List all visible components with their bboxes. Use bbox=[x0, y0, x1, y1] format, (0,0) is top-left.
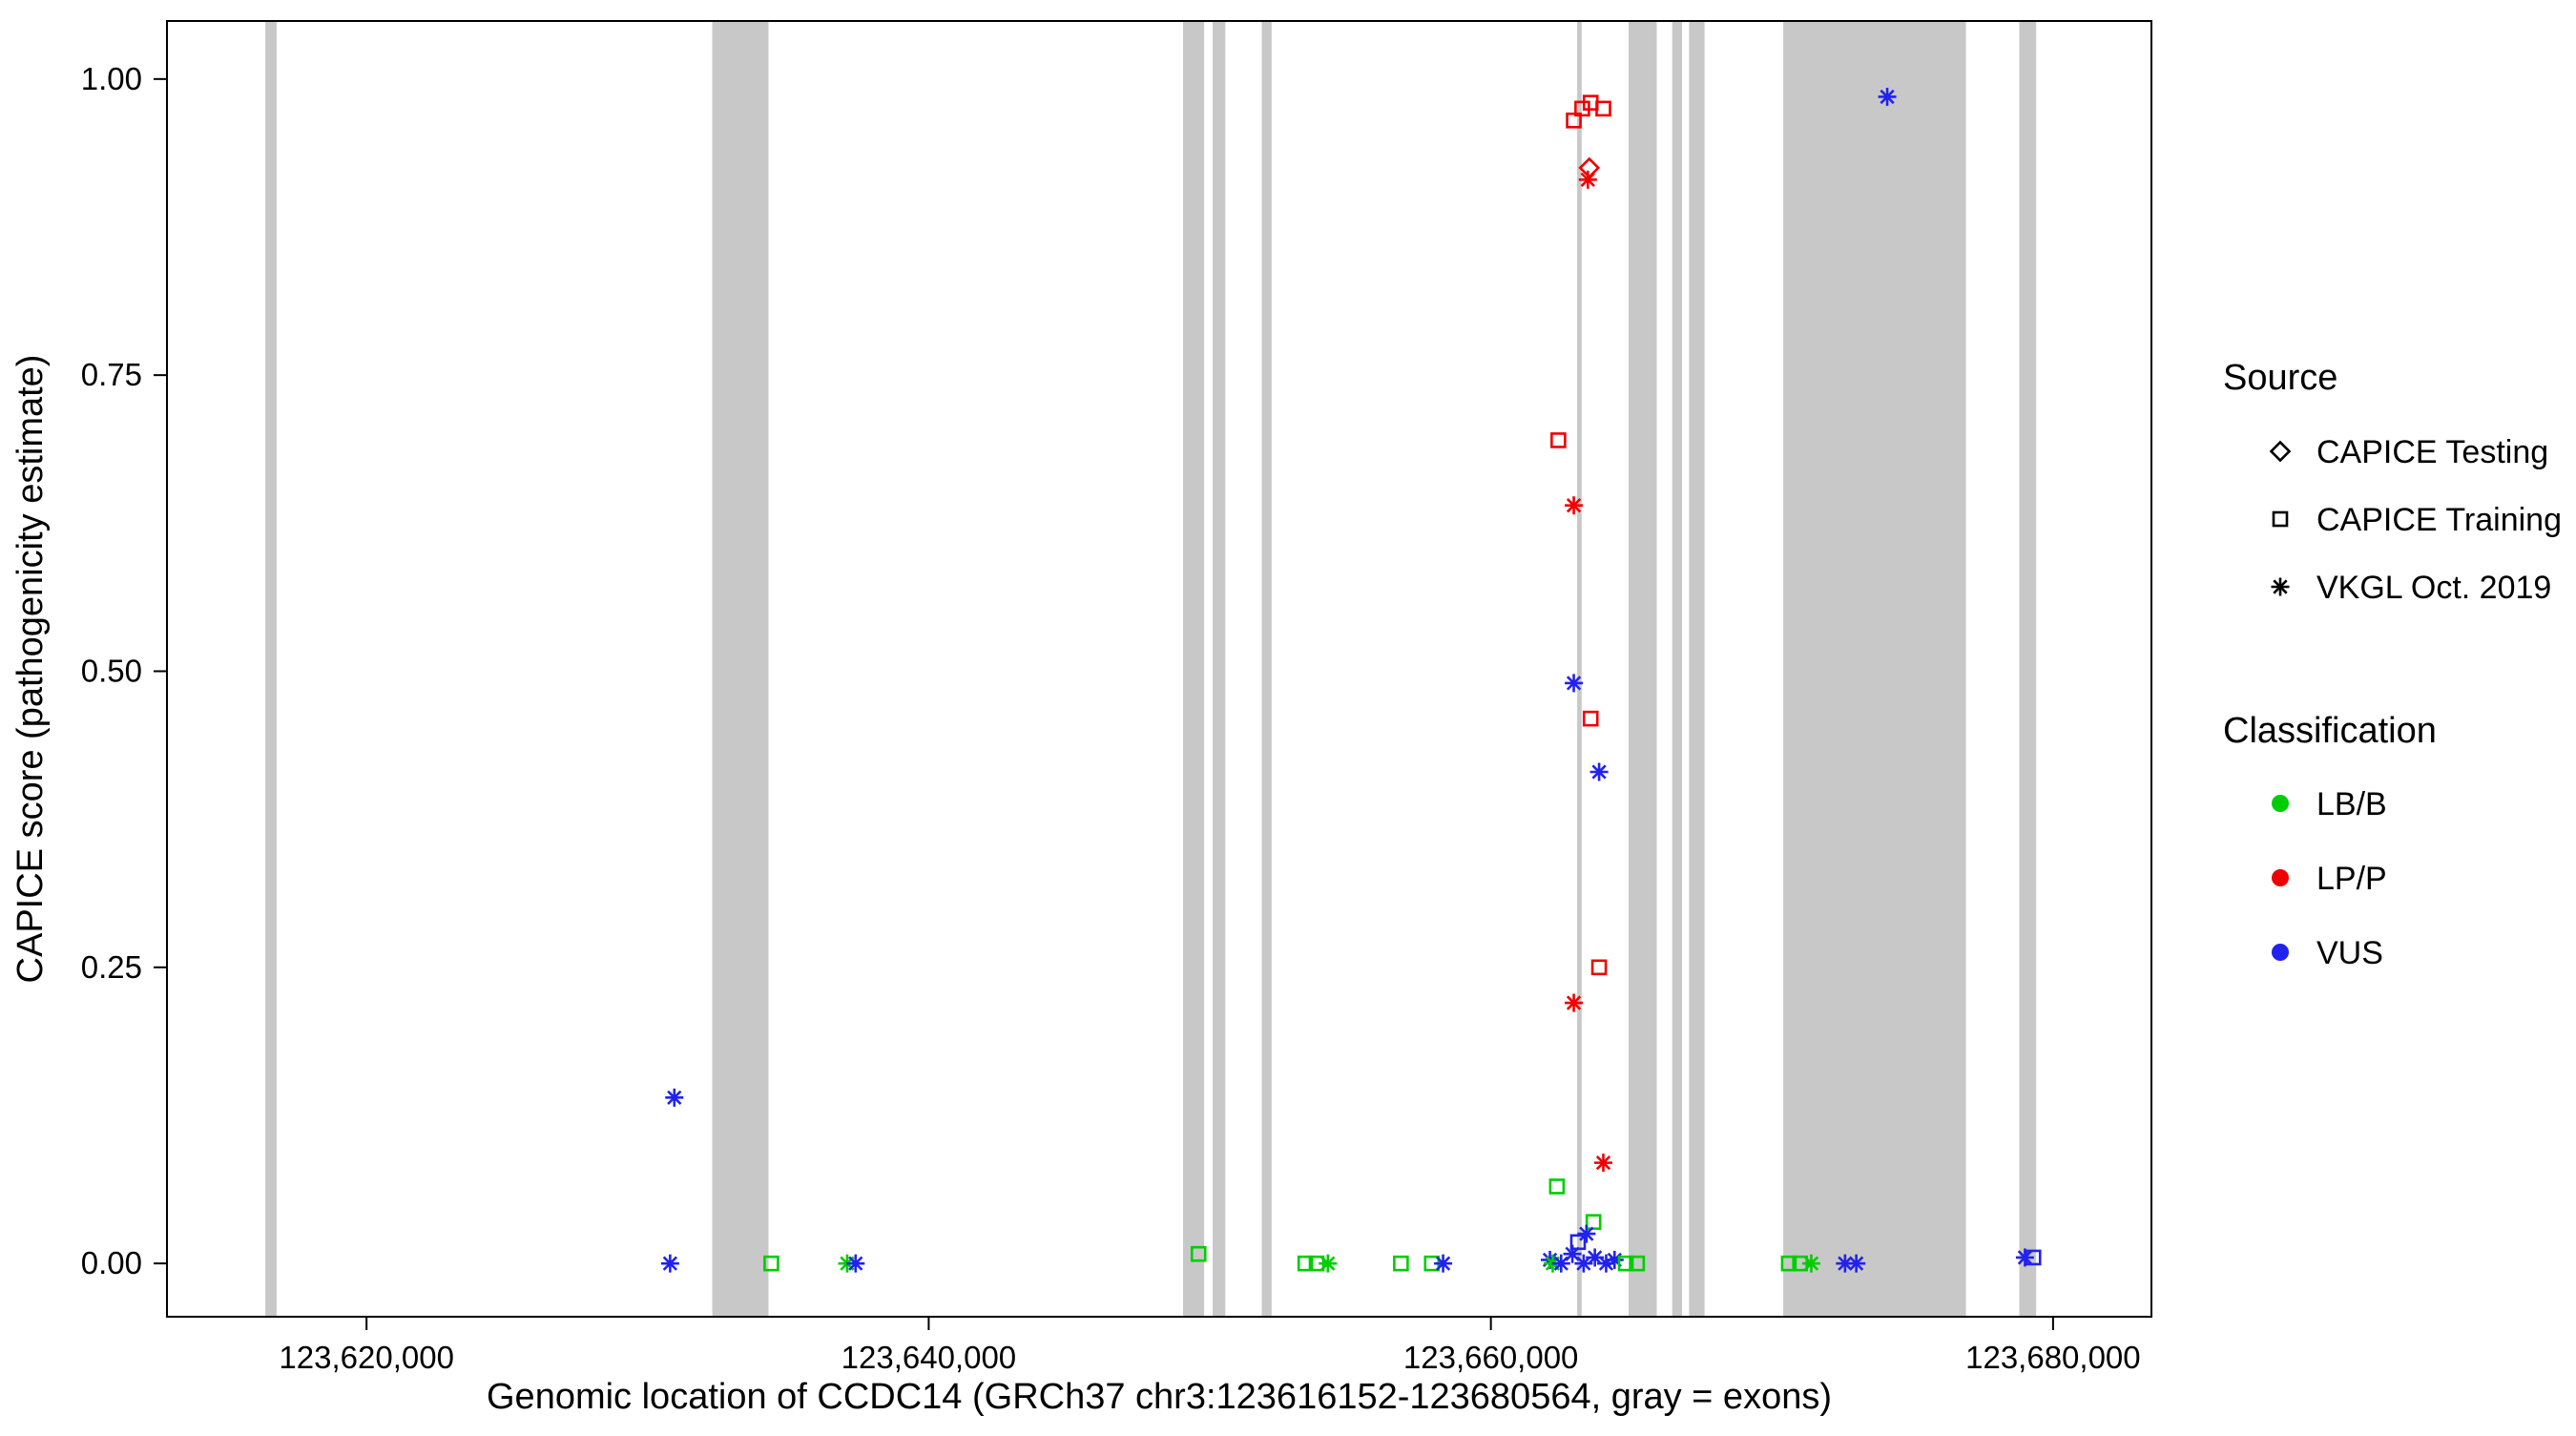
exon-region bbox=[1689, 21, 1705, 1317]
data-point bbox=[1595, 100, 1611, 117]
exon-region bbox=[1577, 21, 1582, 1317]
legend-source-item-label: CAPICE Testing bbox=[2316, 434, 2548, 470]
data-point bbox=[1565, 674, 1584, 693]
exon-region bbox=[1183, 21, 1205, 1317]
y-tick-label: 0.25 bbox=[81, 949, 142, 985]
exon-region bbox=[1213, 21, 1226, 1317]
data-point bbox=[1550, 432, 1567, 448]
data-point bbox=[1585, 1214, 1602, 1230]
exons-layer bbox=[265, 21, 2037, 1317]
data-point bbox=[1836, 1254, 1855, 1273]
x-tick-label: 123,640,000 bbox=[841, 1340, 1017, 1375]
data-point bbox=[1847, 1254, 1866, 1273]
panel-border bbox=[166, 20, 2152, 1318]
y-tick-label: 0.50 bbox=[81, 653, 142, 688]
legend-color-dot bbox=[2272, 795, 2289, 812]
legend-asterisk-icon bbox=[2271, 577, 2290, 596]
points-layer bbox=[660, 87, 2042, 1273]
y-tick-label: 0.75 bbox=[81, 357, 142, 392]
x-tick-label: 123,660,000 bbox=[1403, 1340, 1579, 1375]
data-point bbox=[1582, 710, 1599, 727]
exon-region bbox=[712, 21, 769, 1317]
data-point bbox=[1593, 1154, 1612, 1173]
legend-classification-title: Classification bbox=[2223, 711, 2437, 751]
legend-classification-item-label: LB/B bbox=[2316, 786, 2387, 822]
legend-source-item-label: VKGL Oct. 2019 bbox=[2316, 570, 2551, 606]
data-point bbox=[1574, 1254, 1593, 1273]
data-point bbox=[1319, 1254, 1338, 1273]
data-point bbox=[1589, 762, 1609, 781]
data-point bbox=[2015, 1248, 2034, 1267]
data-point bbox=[1802, 1254, 1821, 1273]
data-point bbox=[1434, 1254, 1453, 1273]
exon-region bbox=[1261, 21, 1272, 1317]
y-tick-label: 1.00 bbox=[81, 61, 142, 96]
data-point bbox=[1878, 87, 1897, 106]
data-point bbox=[1578, 170, 1597, 189]
data-point bbox=[1617, 1255, 1634, 1272]
x-axis-label: Genomic location of CCDC14 (GRCh37 chr3:… bbox=[487, 1377, 1832, 1417]
data-point bbox=[1551, 1254, 1570, 1273]
legend-color-dot bbox=[2272, 869, 2289, 886]
legend-source-item-label: CAPICE Training bbox=[2316, 502, 2562, 538]
data-point bbox=[1577, 1224, 1596, 1243]
x-tick-label: 123,620,000 bbox=[279, 1340, 454, 1375]
legend-diamond-icon bbox=[2269, 440, 2292, 463]
data-point bbox=[1548, 1178, 1566, 1195]
data-point bbox=[1590, 959, 1608, 976]
exon-region bbox=[265, 21, 277, 1317]
axes-layer: 123,620,000 123,640,000 123,660,000 123,680… bbox=[81, 20, 2152, 1375]
data-point bbox=[763, 1255, 779, 1272]
data-point bbox=[1605, 1250, 1624, 1269]
data-point bbox=[1190, 1245, 1207, 1262]
x-tick-label: 123,680,000 bbox=[1965, 1340, 2141, 1375]
legend-square-icon bbox=[2272, 510, 2289, 528]
exon-region bbox=[1629, 21, 1657, 1317]
legend-classification-item-label: VUS bbox=[2316, 935, 2383, 971]
data-point bbox=[665, 1088, 684, 1107]
data-point bbox=[846, 1254, 865, 1273]
exon-region bbox=[1672, 21, 1682, 1317]
exon-region bbox=[1783, 21, 1966, 1317]
legend-classification-item-label: LP/P bbox=[2316, 861, 2387, 897]
data-point bbox=[1780, 1255, 1797, 1272]
data-point bbox=[1297, 1255, 1314, 1272]
y-axis-label: CAPICE score (pathogenicity estimate) bbox=[10, 355, 51, 984]
data-point bbox=[1569, 1234, 1587, 1251]
data-point bbox=[1566, 112, 1582, 129]
legend-color-dot bbox=[2272, 944, 2289, 961]
data-point bbox=[1393, 1255, 1409, 1272]
data-point bbox=[2025, 1249, 2042, 1266]
data-point bbox=[660, 1254, 679, 1273]
exon-region bbox=[2019, 21, 2037, 1317]
data-point bbox=[1565, 993, 1584, 1012]
data-point bbox=[1629, 1255, 1646, 1272]
legend-source-title: Source bbox=[2223, 358, 2337, 398]
legend-layer: Source CAPICE Testing CAPICE Training VKGL … bbox=[2223, 358, 2562, 971]
data-point bbox=[1565, 496, 1584, 515]
y-tick-label: 0.00 bbox=[81, 1245, 142, 1280]
